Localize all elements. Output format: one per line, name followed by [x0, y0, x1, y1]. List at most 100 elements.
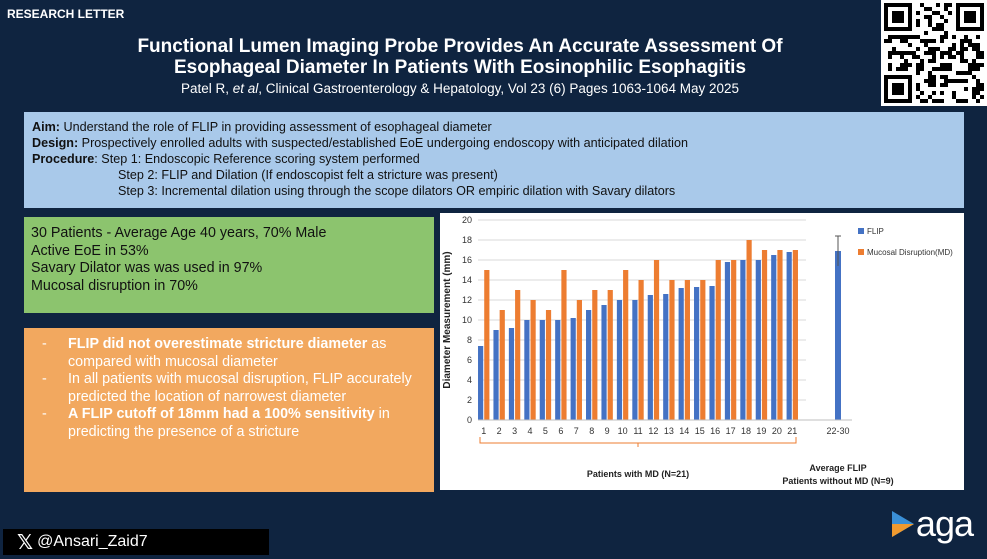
flip-bar — [709, 286, 715, 420]
flip-bar — [539, 320, 545, 420]
aim-design-procedure-box: Aim: Understand the role of FLIP in prov… — [24, 112, 964, 208]
x-tick-label: 5 — [543, 426, 548, 436]
md-bar — [561, 270, 567, 420]
y-tick-label: 14 — [462, 275, 472, 285]
x-tick-label: 13 — [664, 426, 674, 436]
x-tick-label: 2 — [497, 426, 502, 436]
x-tick-label: 6 — [558, 426, 563, 436]
flip-bar — [740, 260, 746, 420]
x-tick-label: 20 — [772, 426, 782, 436]
x-tick-label: 10 — [618, 426, 628, 436]
md-bar — [669, 280, 675, 420]
flip-bar — [755, 260, 761, 420]
flip-bar — [724, 262, 731, 420]
flip-bar — [601, 305, 607, 420]
flip-bar — [616, 300, 623, 420]
flip-bar — [524, 320, 530, 420]
flip-bar — [586, 310, 592, 420]
md-bar — [545, 310, 552, 420]
finding-item: - In all patients with mucosal disruption… — [42, 371, 412, 405]
finding-item: -A FLIP cutoff of 18mm had a 100% sensit… — [42, 406, 390, 440]
md-bar — [530, 300, 536, 420]
x-tick-label: 16 — [710, 426, 720, 436]
x-tick-label: 19 — [756, 426, 766, 436]
flip-bar — [786, 252, 792, 420]
flip-bar — [678, 288, 684, 420]
md-bar — [715, 260, 721, 420]
flip-bar — [478, 346, 484, 420]
title-line-2: Esophageal Diameter In Patients With Eos… — [173, 57, 747, 78]
md-bar — [761, 250, 768, 420]
legend-swatch-md — [858, 249, 864, 255]
stat-line: Mucosal disruption in 70% — [31, 277, 198, 294]
y-tick-label: 12 — [462, 295, 472, 305]
y-tick-label: 18 — [462, 235, 472, 245]
flip-bar — [694, 287, 700, 420]
md-bar — [607, 290, 613, 420]
citation: Patel R, et al, Clinical Gastroenterolog… — [180, 81, 740, 96]
x-tick-label: 22-30 — [826, 426, 849, 436]
qr-code-icon[interactable] — [881, 0, 987, 106]
flip-bar — [493, 330, 499, 420]
avg-flip-bar — [835, 251, 841, 420]
md-bar — [792, 250, 798, 420]
y-tick-label: 4 — [467, 375, 472, 385]
aga-triangle-icon — [891, 511, 914, 537]
flip-bar — [771, 255, 777, 420]
stat-line: Savary Dilator was was used in 97% — [31, 260, 263, 277]
legend-label-md: Mucosal Disruption(MD) — [867, 248, 953, 257]
handle-text: @Ansari_Zaid7 — [37, 533, 148, 550]
x-tick-label: 14 — [679, 426, 689, 436]
md-bar — [684, 280, 690, 420]
y-tick-label: 0 — [467, 415, 472, 425]
flip-bar — [570, 318, 576, 420]
article-type-tag: RESEARCH LETTER — [7, 7, 125, 21]
x-tick-label: 3 — [512, 426, 517, 436]
aga-logo: aga — [890, 503, 974, 545]
stat-line: Active EoE in 53% — [31, 242, 149, 259]
y-tick-label: 20 — [462, 215, 472, 225]
group2-label: Average FLIP — [809, 463, 866, 473]
x-tick-label: 21 — [787, 426, 797, 436]
md-bar — [746, 240, 752, 420]
title-line-1: Functional Lumen Imaging Probe Provides … — [137, 36, 783, 57]
legend-label-flip: FLIP — [867, 227, 884, 236]
md-bar — [731, 260, 737, 420]
x-tick-label: 9 — [605, 426, 610, 436]
y-axis-label: Diameter Measurement (mm) — [442, 251, 453, 388]
flip-bar — [508, 328, 515, 420]
x-tick-label: 7 — [574, 426, 579, 436]
x-tick-label: 18 — [741, 426, 751, 436]
stat-line: 30 Patients - Average Age 40 years, 70% … — [31, 225, 327, 241]
y-tick-label: 8 — [467, 335, 472, 345]
md-bar — [653, 260, 660, 420]
x-tick-label: 1 — [481, 426, 486, 436]
md-bar — [592, 290, 598, 420]
group2-label: Patients without MD (N=9) — [782, 476, 893, 486]
group1-label: Patients with MD (N=21) — [587, 469, 689, 479]
md-bar — [638, 280, 644, 420]
y-tick-label: 2 — [467, 395, 472, 405]
legend-swatch-flip — [858, 228, 864, 234]
x-logo-icon: 𝕏 — [17, 530, 34, 554]
flip-bar — [663, 294, 669, 420]
flip-bar — [555, 320, 561, 420]
x-tick-label: 8 — [589, 426, 594, 436]
x-tick-label: 15 — [695, 426, 705, 436]
md-bar — [777, 250, 783, 420]
finding-item: - FLIP did not overestimate stricture dia… — [42, 336, 387, 370]
md-bar — [499, 310, 505, 420]
x-tick-label: 4 — [527, 426, 532, 436]
patient-stats-box: 30 Patients - Average Age 40 years, 70% … — [24, 217, 434, 313]
diameter-bar-chart: 0 2 4 6 8 10 12 14 16 18 20 Diameter Measurement (m… — [440, 213, 964, 490]
md-bar — [515, 290, 521, 420]
md-bar — [576, 300, 582, 420]
key-findings-box: - FLIP did not overestimate stricture dia… — [24, 328, 434, 492]
flip-bar — [647, 295, 653, 420]
group-bracket — [479, 437, 797, 447]
x-tick-label: 12 — [648, 426, 658, 436]
y-tick-label: 16 — [462, 255, 472, 265]
social-handle[interactable]: 𝕏 @Ansari_Zaid7 — [3, 529, 269, 555]
flip-bar — [632, 300, 638, 420]
md-bar — [623, 270, 629, 420]
